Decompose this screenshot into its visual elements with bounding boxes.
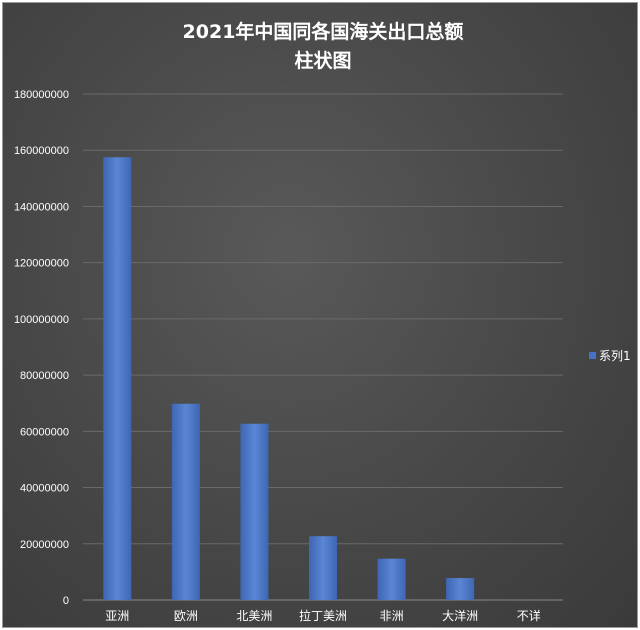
x-category-label: 欧洲 [174,609,198,623]
x-category-label: 北美洲 [236,609,272,623]
bar-3 [240,423,269,600]
y-tick-label: 100000000 [14,314,69,326]
y-tick-label: 20000000 [20,539,69,551]
y-tick-label: 120000000 [14,258,69,270]
legend-label: 系列1 [599,349,631,363]
bar-5 [377,558,406,600]
y-tick-label: 160000000 [14,145,69,157]
legend: 系列1 [589,349,631,363]
bar-6 [446,578,475,600]
y-tick-label: 180000000 [14,89,69,101]
chart-title-line-2: 柱状图 [294,49,351,72]
y-tick-label: 40000000 [20,483,69,495]
x-category-label: 非洲 [380,609,404,623]
bar-1 [103,157,132,600]
x-category-label: 不详 [517,608,541,623]
y-tick-label: 80000000 [20,370,69,382]
bar-2 [171,403,200,600]
bar-chart: 2021年中国同各国海关出口总额 柱状图 0 20000000 40000000 60… [14,20,631,623]
y-tick-label: 60000000 [20,426,69,438]
y-tick-label: 0 [63,595,69,607]
legend-swatch [589,352,596,359]
y-tick-label: 140000000 [14,201,69,213]
x-category-label: 拉丁美洲 [299,608,347,623]
chart-title-line-1: 2021年中国同各国海关出口总额 [183,20,464,43]
bar-4 [309,536,337,600]
x-category-label: 大洋洲 [442,608,478,623]
x-category-label: 亚洲 [105,609,129,623]
